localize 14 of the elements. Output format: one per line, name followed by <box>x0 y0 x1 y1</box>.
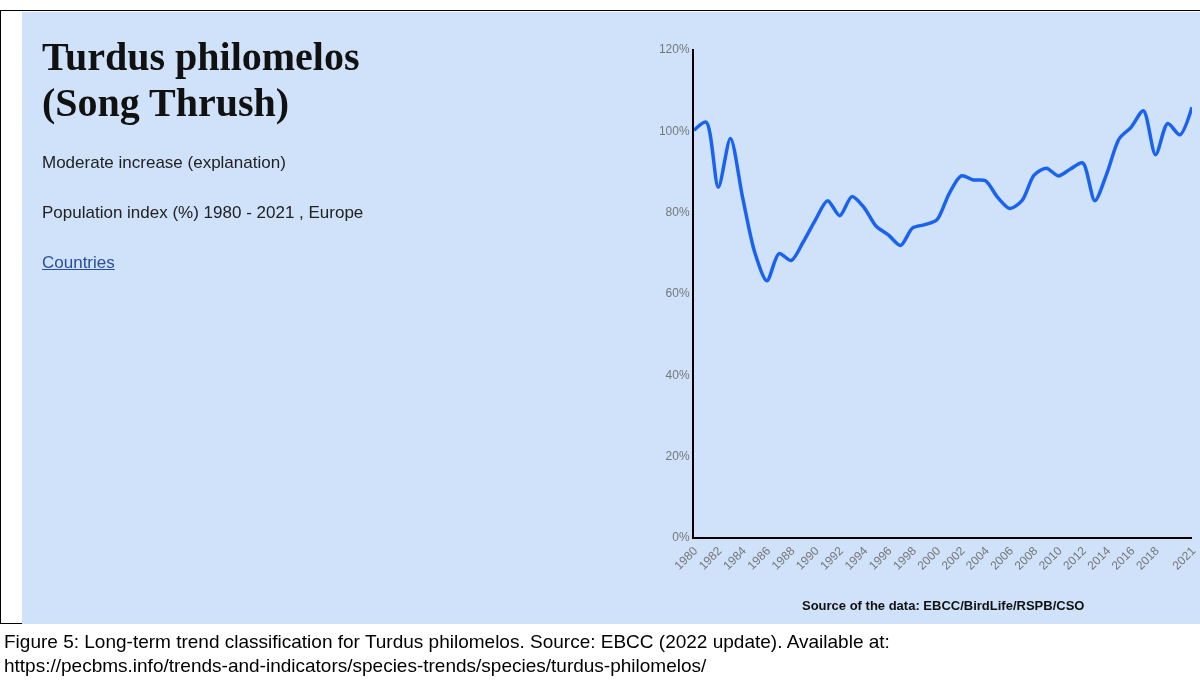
y-tick-label: 80% <box>665 204 690 219</box>
text: Moderate increase (explanation) <box>42 153 286 173</box>
source-note: Source of the data: EBCC/BirdLife/RSPB/CSO <box>802 598 1085 613</box>
text: Figure 5: Long-term trend classification for Turdus philomelos. Source: EBCC (2022 update). Available at: https://pecbms.info/trends-and-indicators/species-trends/species/turdus-philomelos/ <box>4 631 890 676</box>
y-tick-label: 100% <box>658 123 690 138</box>
text: Population index (%) 1980 - 2021 , Europe <box>42 203 364 223</box>
text: Turdus philomelos (Song Thrush) <box>42 34 361 126</box>
y-tick-label: 0% <box>672 530 690 545</box>
y-tick-label: 20% <box>665 448 690 463</box>
text: Countries <box>42 253 115 273</box>
line-series <box>694 105 1192 283</box>
y-tick-label: 40% <box>665 367 690 382</box>
y-tick-label: 60% <box>665 286 690 301</box>
y-tick-label: 120% <box>658 42 690 57</box>
